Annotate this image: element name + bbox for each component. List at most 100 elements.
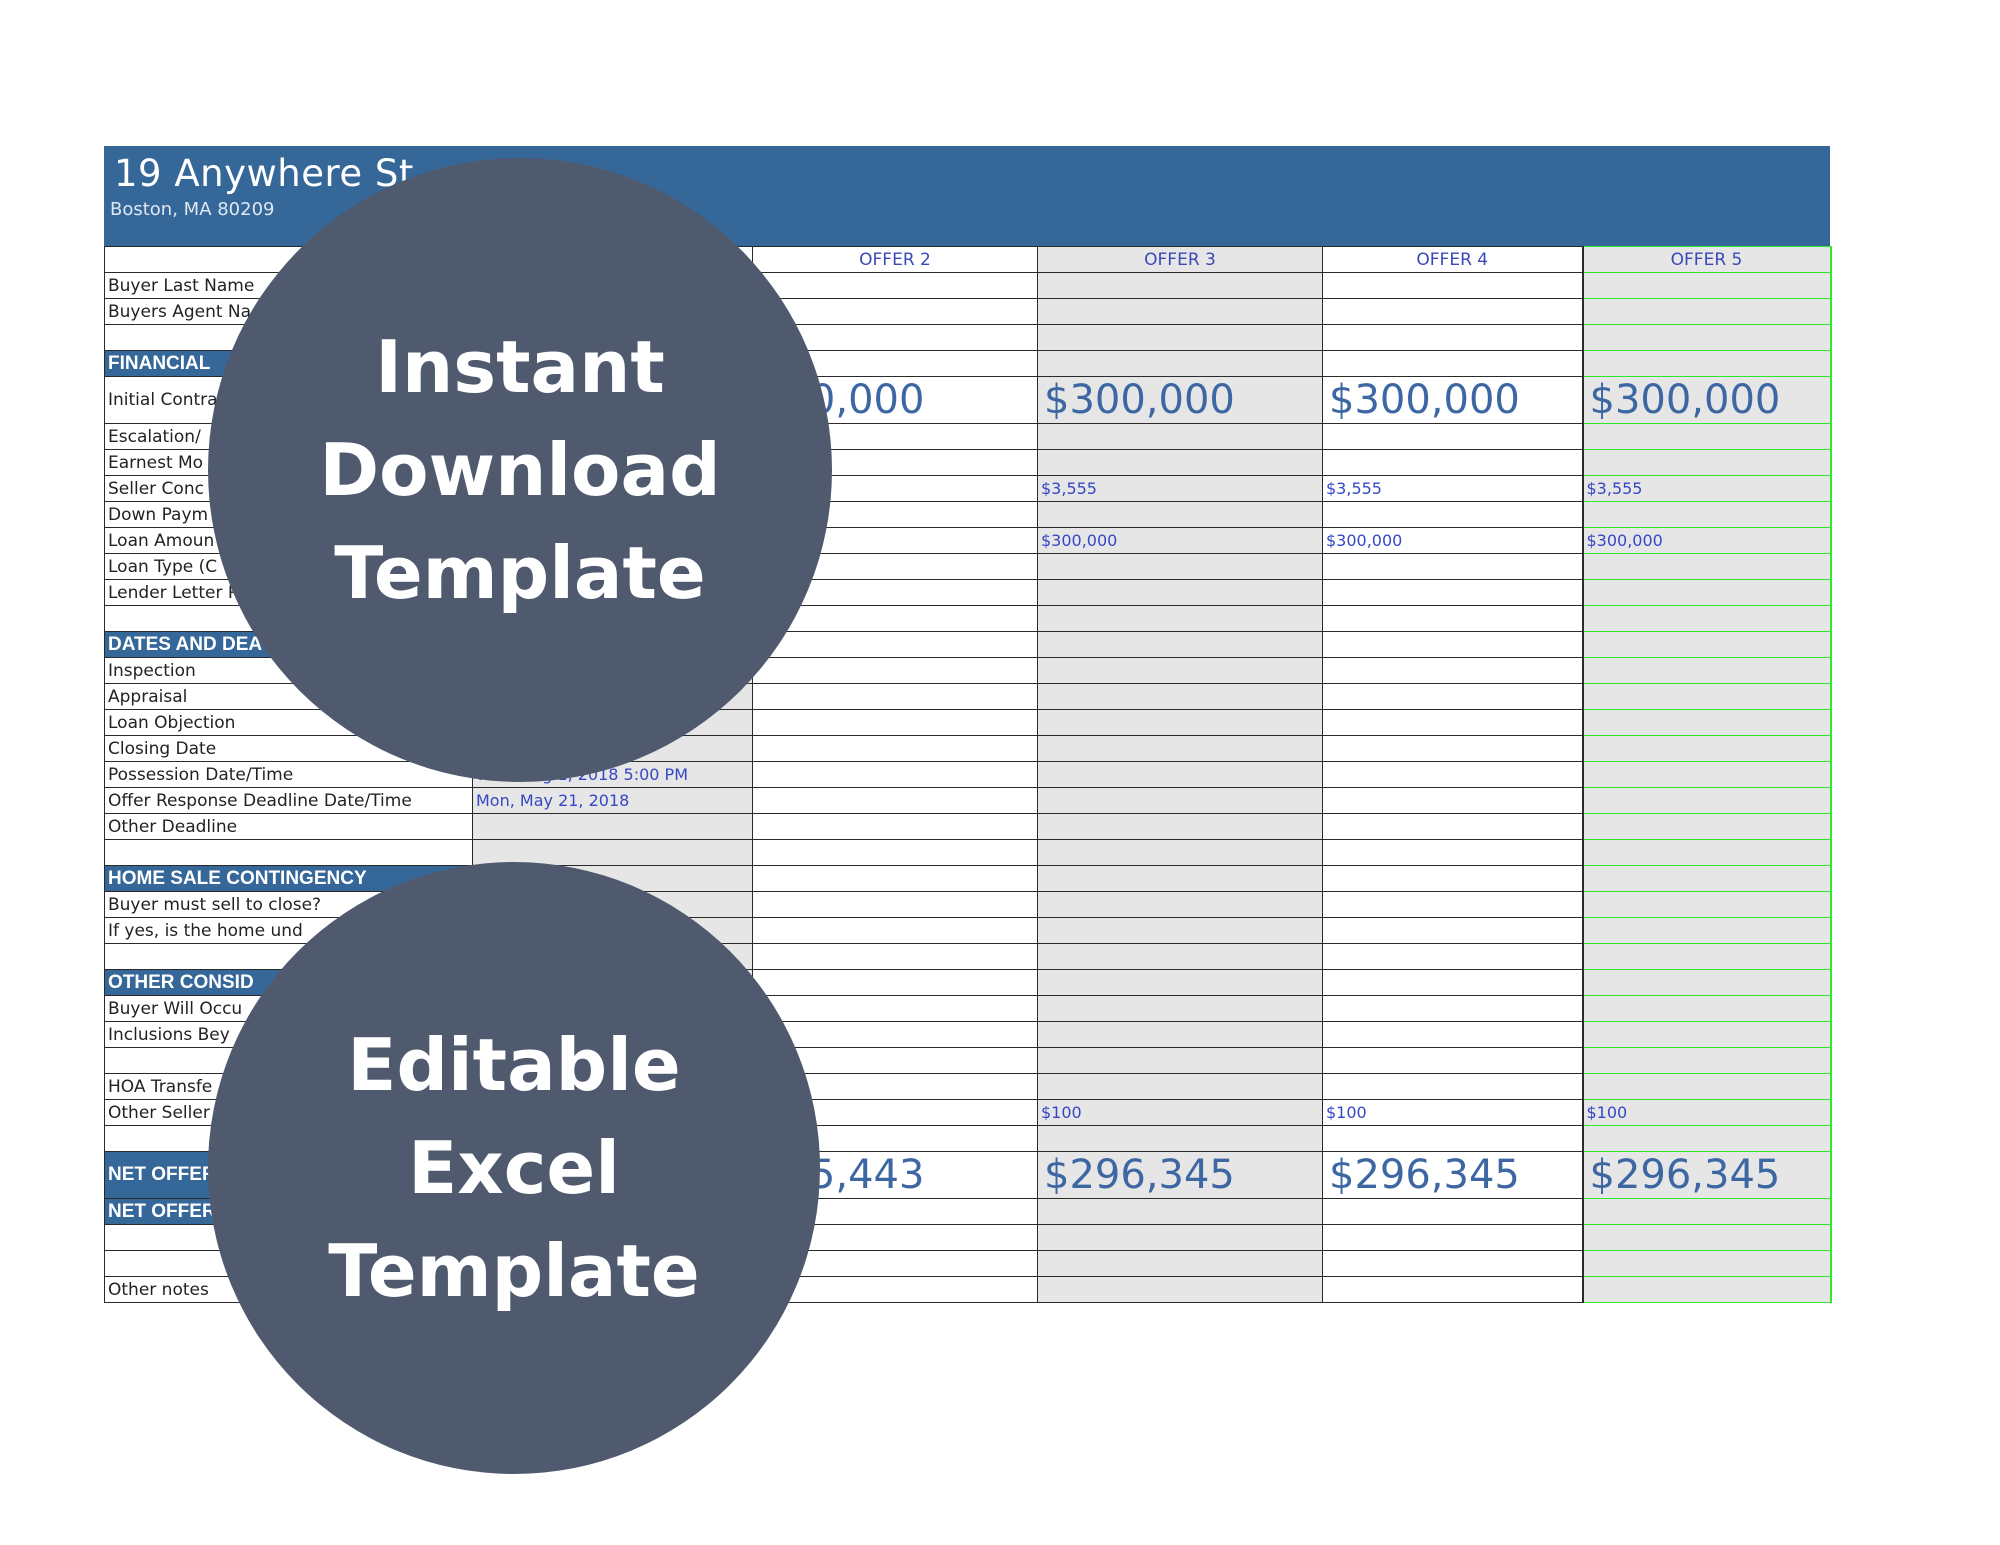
net-offer-5[interactable]: $296,345 — [1581, 1151, 1832, 1199]
cell[interactable] — [104, 839, 473, 866]
cell[interactable]: $3,555 — [1322, 475, 1583, 502]
cell[interactable] — [1322, 787, 1583, 814]
cell[interactable] — [1322, 449, 1583, 476]
cell[interactable] — [1581, 813, 1832, 840]
cell[interactable] — [1581, 969, 1832, 996]
cell[interactable] — [1322, 917, 1583, 944]
cell[interactable] — [752, 969, 1038, 996]
cell[interactable] — [1581, 350, 1832, 377]
cell[interactable] — [1037, 839, 1323, 866]
cell[interactable] — [1322, 1021, 1583, 1048]
cell[interactable] — [1037, 865, 1323, 892]
cell[interactable] — [1322, 943, 1583, 970]
cell[interactable] — [1322, 1047, 1583, 1074]
cell[interactable] — [1322, 324, 1583, 351]
cell[interactable] — [1037, 579, 1323, 606]
cell[interactable] — [1581, 735, 1832, 762]
cell[interactable] — [1037, 1047, 1323, 1074]
cell[interactable] — [472, 839, 753, 866]
cell[interactable] — [1037, 709, 1323, 736]
cell[interactable] — [1037, 891, 1323, 918]
cell[interactable] — [752, 709, 1038, 736]
cell[interactable] — [1037, 350, 1323, 377]
cell[interactable] — [1037, 969, 1323, 996]
cell[interactable] — [1322, 423, 1583, 450]
cell[interactable] — [752, 298, 1038, 325]
cell[interactable] — [1581, 1224, 1832, 1251]
initial-offer-5[interactable]: $300,000 — [1581, 376, 1832, 424]
cell[interactable] — [1581, 579, 1832, 606]
cell[interactable] — [1581, 1250, 1832, 1277]
cell[interactable] — [1037, 449, 1323, 476]
cell[interactable] — [1581, 839, 1832, 866]
cell[interactable] — [752, 272, 1038, 299]
cell[interactable] — [1581, 683, 1832, 710]
cell[interactable] — [1581, 917, 1832, 944]
cell[interactable] — [1322, 605, 1583, 632]
cell[interactable] — [1037, 917, 1323, 944]
cell[interactable] — [1581, 891, 1832, 918]
cell[interactable] — [1037, 995, 1323, 1022]
cell[interactable] — [1581, 272, 1832, 299]
cell[interactable] — [1581, 298, 1832, 325]
cell[interactable] — [752, 1021, 1038, 1048]
cell[interactable] — [1322, 1250, 1583, 1277]
cell[interactable] — [1037, 324, 1323, 351]
cell[interactable] — [1322, 657, 1583, 684]
net-offer-3[interactable]: $296,345 — [1037, 1151, 1323, 1199]
cell[interactable] — [1322, 272, 1583, 299]
cell[interactable] — [1037, 761, 1323, 788]
cell[interactable] — [752, 735, 1038, 762]
cell[interactable] — [1037, 813, 1323, 840]
cell[interactable] — [1037, 501, 1323, 528]
cell[interactable] — [1581, 865, 1832, 892]
cell[interactable] — [1581, 324, 1832, 351]
initial-offer-3[interactable]: $300,000 — [1037, 376, 1323, 424]
cell[interactable] — [1581, 709, 1832, 736]
cell[interactable] — [752, 1276, 1038, 1303]
cell[interactable] — [1322, 761, 1583, 788]
net-offer-4[interactable]: $296,345 — [1322, 1151, 1583, 1199]
cell[interactable] — [1581, 943, 1832, 970]
cell[interactable] — [1322, 501, 1583, 528]
cell[interactable] — [752, 995, 1038, 1022]
cell[interactable] — [1581, 605, 1832, 632]
cell[interactable] — [1037, 605, 1323, 632]
cell[interactable] — [752, 761, 1038, 788]
cell[interactable] — [1322, 735, 1583, 762]
cell[interactable] — [1581, 1047, 1832, 1074]
cell[interactable] — [752, 787, 1038, 814]
offer-3-header[interactable]: OFFER 3 — [1037, 246, 1323, 273]
cell[interactable] — [1581, 995, 1832, 1022]
cell[interactable] — [1322, 350, 1583, 377]
cell[interactable] — [752, 891, 1038, 918]
cell[interactable] — [1037, 1276, 1323, 1303]
cell[interactable] — [1322, 709, 1583, 736]
cell[interactable] — [1322, 631, 1583, 658]
cell[interactable]: $100 — [1037, 1099, 1323, 1126]
cell[interactable] — [1581, 423, 1832, 450]
offer-response-value[interactable]: Mon, May 21, 2018 — [472, 787, 753, 814]
cell[interactable] — [1322, 865, 1583, 892]
cell[interactable] — [752, 631, 1038, 658]
cell[interactable] — [1581, 1073, 1832, 1100]
cell[interactable] — [1037, 1073, 1323, 1100]
cell[interactable] — [752, 657, 1038, 684]
cell[interactable] — [1581, 657, 1832, 684]
cell[interactable]: $100 — [1322, 1099, 1583, 1126]
cell[interactable] — [1037, 1125, 1323, 1152]
cell[interactable] — [1322, 891, 1583, 918]
cell[interactable] — [1037, 423, 1323, 450]
cell[interactable] — [1037, 1021, 1323, 1048]
cell[interactable] — [1037, 272, 1323, 299]
cell[interactable] — [1322, 1125, 1583, 1152]
cell[interactable]: $3,555 — [1581, 475, 1832, 502]
cell[interactable] — [1322, 813, 1583, 840]
cell[interactable] — [1322, 1276, 1583, 1303]
cell[interactable] — [1322, 1073, 1583, 1100]
cell[interactable] — [1581, 787, 1832, 814]
offer-2-header[interactable]: OFFER 2 — [752, 246, 1038, 273]
cell[interactable] — [752, 839, 1038, 866]
cell[interactable] — [1581, 449, 1832, 476]
cell[interactable] — [1581, 1276, 1832, 1303]
